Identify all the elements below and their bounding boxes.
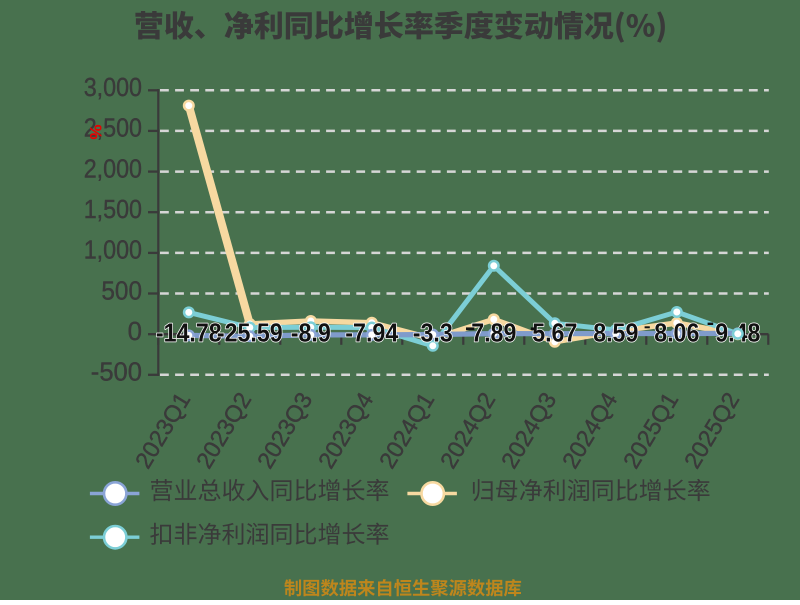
svg-text:1,500: 1,500 [84,196,142,224]
svg-text:%: % [86,124,105,139]
svg-text:3,000: 3,000 [84,74,142,102]
svg-text:8.06: 8.06 [654,320,699,348]
svg-text:-25.59: -25.59 [217,320,283,348]
svg-text:-7.94: -7.94 [345,320,399,348]
svg-text:1,000: 1,000 [84,237,142,265]
svg-text:2,000: 2,000 [84,155,142,183]
svg-text:2,500: 2,500 [84,115,142,143]
svg-text:-500: -500 [91,359,142,387]
svg-text:9.48: 9.48 [715,320,760,348]
svg-text:500: 500 [101,277,142,305]
svg-text:-3.3: -3.3 [413,320,453,348]
svg-text:5.67: 5.67 [532,320,577,348]
svg-text:-14.78: -14.78 [156,320,222,348]
svg-text:7.89: 7.89 [471,320,516,348]
svg-text:8.59: 8.59 [593,320,638,348]
svg-text:0: 0 [128,318,142,346]
svg-text:-8.9: -8.9 [291,320,331,348]
